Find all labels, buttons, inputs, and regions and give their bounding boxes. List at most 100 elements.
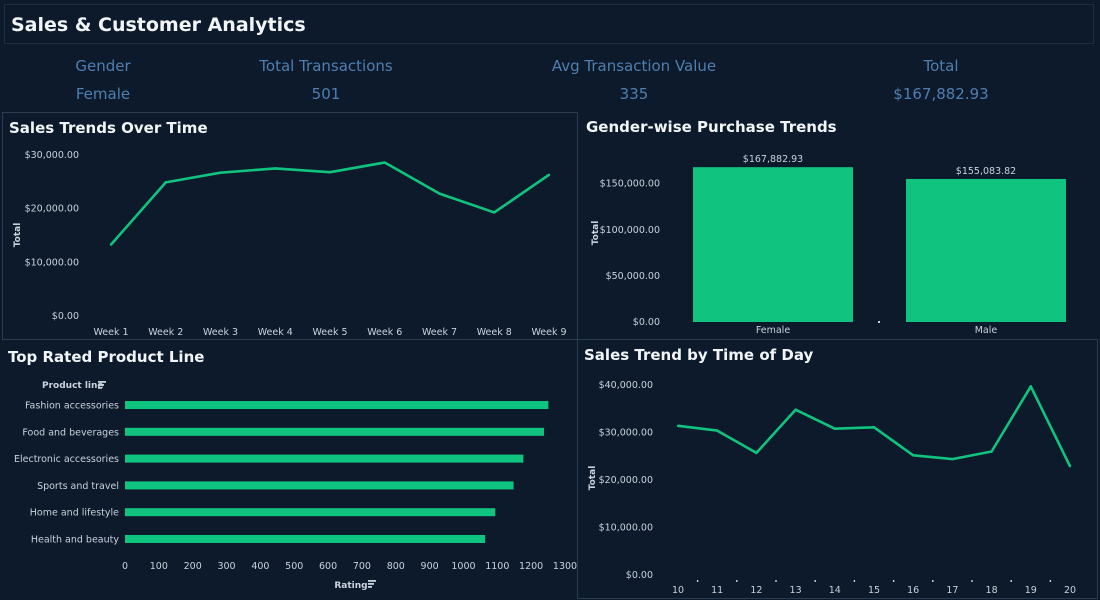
- data-point: [833, 427, 836, 430]
- y-tick-label: Electronic accessories: [14, 454, 119, 465]
- data-point: [1029, 385, 1032, 388]
- data-point: [164, 181, 167, 184]
- x-tick-label: 500: [285, 561, 303, 572]
- kpi-gender: Gender Female: [3, 52, 203, 108]
- kpi-value: 501: [311, 85, 341, 103]
- data-point: [794, 408, 797, 411]
- axis-tick: [814, 580, 816, 582]
- x-tick-label: Week 3: [203, 327, 238, 338]
- data-point: [912, 454, 915, 457]
- dashboard-header: Sales & Customer Analytics: [4, 4, 1094, 44]
- axis-tick: [1010, 580, 1012, 582]
- kpi-label: Avg Transaction Value: [551, 57, 717, 75]
- kpi-total: Total $167,882.93: [841, 52, 1041, 108]
- filter-icon: [368, 583, 374, 585]
- bar: [125, 508, 496, 517]
- data-point: [328, 170, 332, 174]
- x-tick-label: 10: [672, 585, 684, 596]
- x-tick-label: 12: [750, 585, 762, 596]
- kpi-value: 335: [619, 85, 649, 103]
- x-tick-label: 1000: [451, 561, 475, 572]
- data-point: [493, 211, 496, 214]
- panel-time-of-day[interactable]: Sales Trend by Time of Day $0.00 $10,000.…: [577, 339, 1098, 599]
- x-tick-label: 800: [387, 561, 405, 572]
- axis-tick: [892, 580, 895, 582]
- kpi-value: Female: [75, 85, 131, 103]
- data-label: $167,882.93: [743, 154, 803, 165]
- y-tick-label: $50,000.00: [606, 271, 660, 282]
- data-point: [383, 161, 386, 164]
- axis-tick: [932, 580, 934, 582]
- y-tick-label: $0.00: [626, 570, 653, 581]
- panel-title: Sales Trend by Time of Day: [584, 346, 814, 364]
- x-tick-label: 900: [421, 561, 439, 572]
- x-tick-label: 400: [251, 561, 269, 572]
- bar: [125, 535, 486, 543]
- panel-sales-trends[interactable]: Sales Trends Over Time $0.00 $10,000.00 $2…: [2, 112, 578, 340]
- bar: [125, 401, 549, 409]
- x-tick-label: 1200: [519, 561, 543, 572]
- time-of-day-chart: $0.00 $10,000.00 $20,000.00 $30,000.00 $40,0…: [588, 380, 1076, 596]
- x-tick-label: 1300: [553, 561, 577, 572]
- x-tick-label: Week 5: [312, 327, 347, 338]
- x-tick-label: 700: [353, 561, 371, 572]
- panel-top-rated[interactable]: Top Rated Product Line Product line Fashi…: [2, 342, 578, 595]
- data-point: [219, 171, 222, 174]
- y-tick-label: Sports and travel: [37, 481, 119, 492]
- x-tick-label: 300: [217, 561, 235, 572]
- y-tick-label: $20,000.00: [25, 204, 79, 215]
- panel-title: Sales Trends Over Time: [9, 119, 208, 137]
- y-tick-label: Food and beverages: [22, 427, 119, 438]
- y-axis-title: Total: [588, 466, 598, 491]
- kpi-label: Total Transactions: [259, 57, 393, 75]
- x-tick-label: 15: [868, 585, 880, 596]
- kpi-value: $167,882.93: [893, 85, 989, 103]
- filter-icon: [98, 387, 102, 389]
- filter-icon: [98, 384, 104, 386]
- kpi-avg-transaction: Avg Transaction Value 335: [534, 52, 734, 108]
- x-tick-label: 200: [184, 561, 202, 572]
- x-tick-label: Week 4: [258, 327, 293, 338]
- y-tick-label: $20,000.00: [599, 475, 653, 486]
- y-axis-title: Total: [13, 223, 23, 248]
- y-tick-label: $100,000.00: [600, 225, 660, 236]
- x-tick-label: 20: [1064, 585, 1076, 596]
- panel-gender-trends[interactable]: Gender-wise Purchase Trends $0.00 $50,000…: [580, 112, 1098, 340]
- data-point: [951, 457, 954, 461]
- y-tick-label: Fashion accessories: [25, 401, 119, 412]
- panel-title: Gender-wise Purchase Trends: [586, 118, 837, 136]
- y-axis-title: Total: [591, 221, 601, 246]
- data-point: [1068, 465, 1072, 468]
- data-point: [716, 429, 719, 432]
- x-tick-label: 18: [986, 585, 998, 596]
- x-tick-label: 13: [790, 585, 802, 596]
- x-tick-label: Female: [756, 325, 791, 336]
- y-tick-label: $10,000.00: [25, 257, 79, 268]
- x-tick-label: Week 7: [422, 327, 457, 338]
- x-tick-label: 11: [711, 585, 723, 596]
- y-tick-label: $30,000.00: [599, 428, 653, 439]
- kpi-total-transactions: Total Transactions 501: [226, 52, 426, 108]
- x-axis-title: Rating: [334, 581, 367, 591]
- dashboard-title: Sales & Customer Analytics: [11, 14, 306, 36]
- y-tick-label: Home and lifestyle: [30, 508, 119, 519]
- bar: [125, 454, 524, 463]
- y-tick-label: $40,000.00: [599, 380, 653, 391]
- sales-trends-chart: $0.00 $10,000.00 $20,000.00 $30,000.00 Total…: [13, 150, 567, 338]
- filter-icon: [368, 586, 372, 588]
- x-tick-label: Week 2: [148, 327, 183, 338]
- data-point: [755, 451, 758, 455]
- x-tick-label: Male: [975, 325, 998, 336]
- data-label: $155,083.82: [956, 166, 1016, 177]
- series-line: [110, 161, 550, 246]
- y-tick-label: $30,000.00: [25, 150, 79, 161]
- x-tick-label: Week 8: [477, 327, 512, 338]
- data-point: [438, 192, 441, 195]
- data-point: [109, 243, 113, 246]
- x-tick-label: 19: [1025, 585, 1037, 596]
- axis-tick: [696, 580, 699, 582]
- filter-icon: [98, 381, 106, 383]
- top-rated-chart: Product line Fashion accessories Food and …: [14, 381, 577, 591]
- y-tick-label: $10,000.00: [599, 523, 653, 534]
- panel-title: Top Rated Product Line: [8, 348, 205, 366]
